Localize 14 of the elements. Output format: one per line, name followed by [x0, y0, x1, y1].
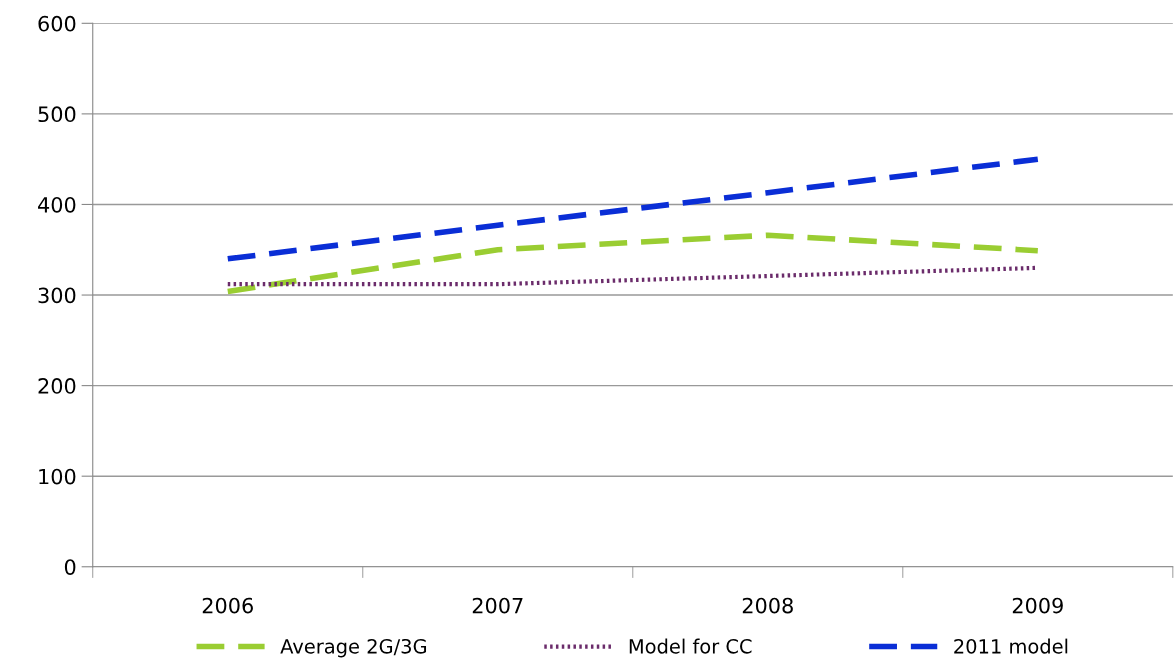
legend-label: Model for CC — [629, 638, 752, 654]
legend-label: 2011 model — [954, 638, 1068, 654]
y-tick-label: 300 — [38, 287, 76, 304]
x-tick-label: 2008 — [742, 597, 793, 614]
y-tick-label: 600 — [38, 15, 76, 32]
x-tick-label: 2006 — [202, 597, 253, 614]
y-tick-label: 0 — [64, 559, 76, 575]
x-tick-label: 2007 — [472, 597, 523, 614]
y-tick-label: 100 — [39, 468, 76, 485]
y-tick-label: 500 — [38, 106, 76, 123]
legend-label: Average 2G/3G — [280, 638, 427, 658]
y-tick-label: 400 — [38, 196, 76, 213]
y-tick-label: 200 — [38, 378, 76, 394]
x-tick-label: 2009 — [1012, 597, 1063, 614]
